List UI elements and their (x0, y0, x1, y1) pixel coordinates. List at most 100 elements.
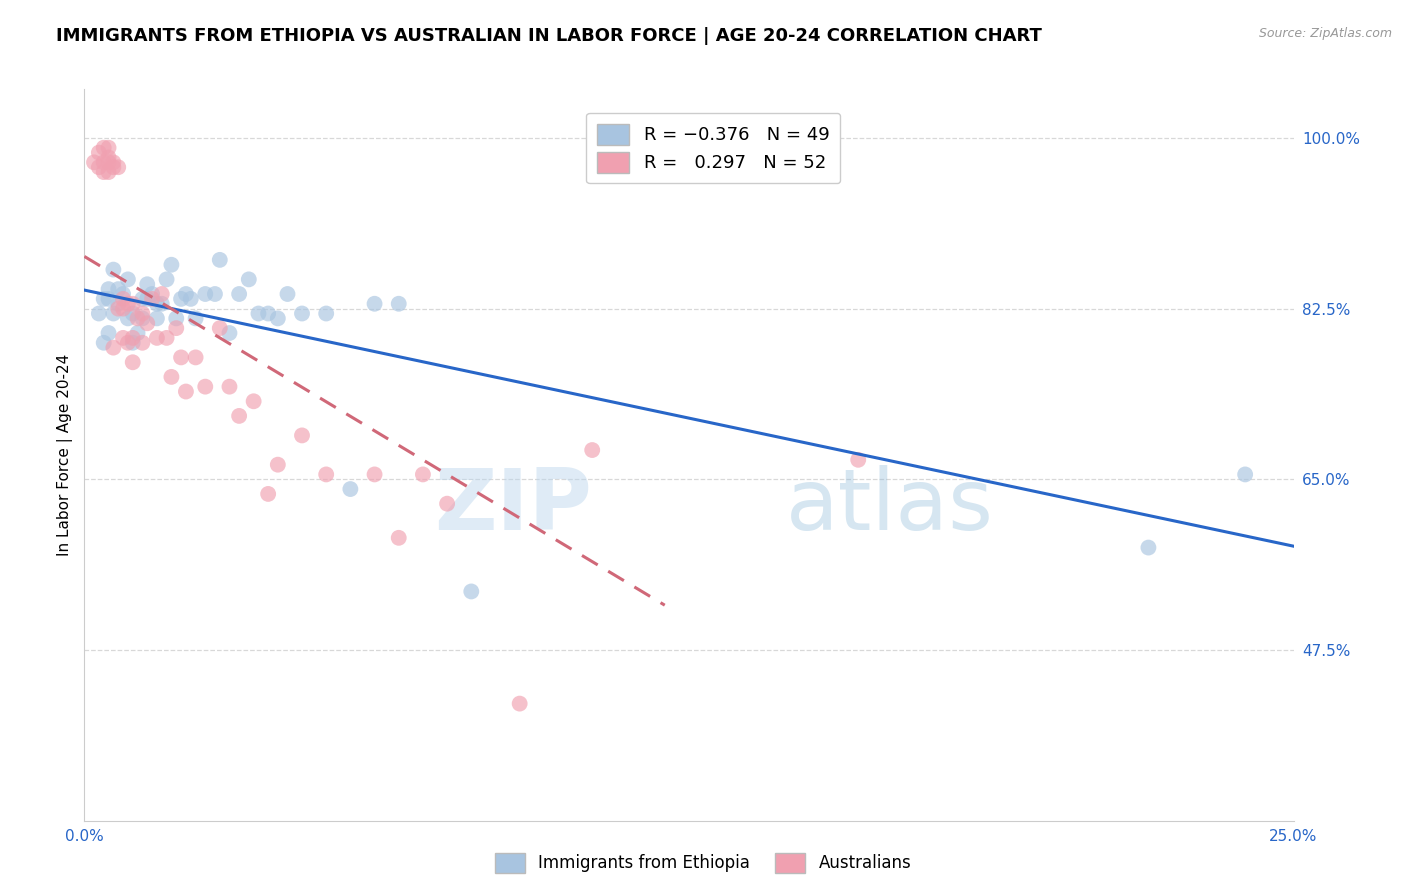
Point (363, 297, 385, 311)
Text: IMMIGRANTS FROM ETHIOPIA VS AUSTRALIAN IN LABOR FORCE | AGE 20-24 CORRELATION CH: IMMIGRANTS FROM ETHIOPIA VS AUSTRALIAN I… (56, 27, 1042, 45)
Point (127, 311, 149, 326)
Point (97, 141, 120, 155)
Point (146, 311, 169, 326)
Point (146, 297, 169, 311)
Point (208, 321, 231, 335)
Point (97, 165, 120, 179)
Point (103, 341, 125, 355)
Point (117, 335, 139, 350)
Point (339, 482, 361, 496)
Point (136, 316, 159, 330)
Point (155, 331, 177, 345)
Point (117, 272, 139, 286)
Point (388, 531, 411, 545)
Point (97, 282, 120, 296)
Point (107, 160, 129, 174)
Point (107, 297, 129, 311)
Point (93, 335, 115, 350)
Legend: Immigrants from Ethiopia, Australians: Immigrants from Ethiopia, Australians (488, 847, 918, 880)
Y-axis label: In Labor Force | Age 20-24: In Labor Force | Age 20-24 (58, 354, 73, 556)
Point (97, 151, 120, 165)
Point (87, 160, 110, 174)
Point (315, 467, 337, 482)
Point (107, 282, 129, 296)
Point (180, 292, 202, 306)
Point (257, 487, 280, 501)
Point (291, 428, 314, 442)
Point (121, 331, 143, 345)
Point (93, 165, 115, 179)
Point (121, 335, 143, 350)
Point (121, 297, 143, 311)
Point (846, 452, 869, 467)
Point (93, 292, 115, 306)
Point (238, 272, 260, 286)
Point (136, 292, 159, 306)
Point (247, 306, 270, 320)
Point (117, 297, 139, 311)
Point (121, 355, 143, 369)
Point (174, 384, 197, 399)
Point (208, 252, 231, 267)
Point (436, 497, 458, 511)
Point (83, 155, 105, 169)
Point (170, 351, 193, 365)
Point (112, 292, 135, 306)
Point (1234, 467, 1257, 482)
Point (276, 287, 298, 301)
Point (103, 155, 125, 169)
Point (165, 321, 187, 335)
Point (170, 292, 193, 306)
Point (150, 297, 173, 311)
Point (581, 443, 603, 458)
Point (103, 160, 125, 174)
Point (155, 272, 177, 286)
Point (87, 145, 110, 160)
Point (315, 306, 337, 320)
Point (97, 326, 120, 340)
Point (291, 306, 314, 320)
Point (204, 287, 226, 301)
Point (93, 141, 115, 155)
Point (127, 326, 149, 340)
Point (160, 370, 183, 384)
Point (267, 458, 290, 472)
Point (363, 467, 385, 482)
Point (141, 287, 163, 301)
Legend: R = −0.376   N = 49, R =   0.297   N = 52: R = −0.376 N = 49, R = 0.297 N = 52 (586, 113, 841, 184)
Point (388, 297, 411, 311)
Point (131, 335, 153, 350)
Point (112, 287, 135, 301)
Point (174, 287, 197, 301)
Point (184, 311, 207, 326)
Point (460, 584, 482, 599)
Point (136, 277, 159, 292)
Point (131, 292, 153, 306)
Point (146, 331, 169, 345)
Point (131, 306, 153, 320)
Point (194, 379, 217, 393)
Point (218, 326, 240, 340)
Point (112, 331, 135, 345)
Point (509, 697, 531, 711)
Text: ZIP: ZIP (434, 465, 592, 548)
Point (1137, 541, 1160, 555)
Point (160, 258, 183, 272)
Point (112, 301, 135, 316)
Point (117, 311, 139, 326)
Point (150, 287, 173, 301)
Point (103, 262, 125, 277)
Point (87, 306, 110, 320)
Point (267, 311, 290, 326)
Point (93, 155, 115, 169)
Point (131, 311, 153, 326)
Point (228, 287, 250, 301)
Text: atlas: atlas (786, 465, 994, 548)
Point (228, 409, 250, 423)
Point (194, 287, 217, 301)
Point (121, 306, 143, 320)
Point (97, 292, 120, 306)
Point (107, 301, 129, 316)
Point (412, 467, 434, 482)
Point (257, 306, 280, 320)
